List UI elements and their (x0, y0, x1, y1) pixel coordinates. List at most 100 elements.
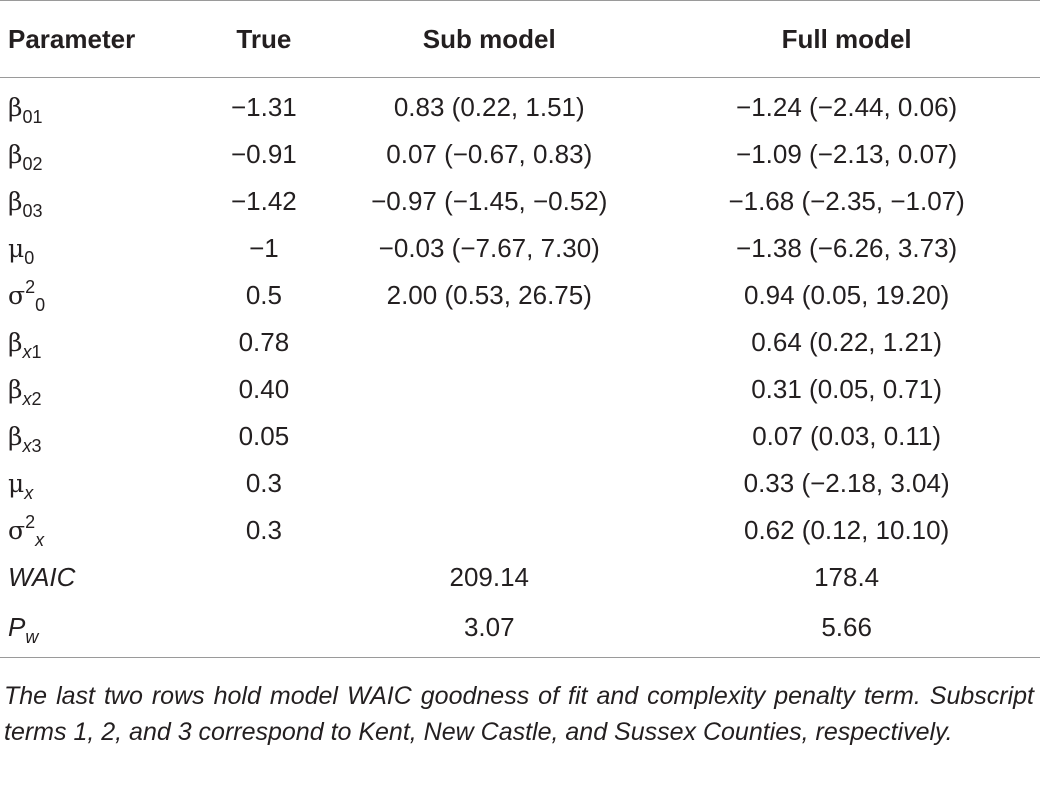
table-row: μx 0.3 0.33 (−2.18, 3.04) (0, 460, 1040, 507)
parameter-symbol: μ (8, 234, 25, 263)
parameter-superscript: 2 (25, 512, 36, 532)
subscript-index: 02 (22, 154, 43, 174)
cell-true: 0.40 (238, 374, 290, 404)
table-row: βx2 0.40 0.31 (0.05, 0.71) (0, 366, 1040, 413)
cell-full-model: 0.64 (0.22, 1.21) (751, 327, 943, 357)
parameter-subscript: 0 (35, 295, 45, 315)
cell-full-model: 0.07 (0.03, 0.11) (752, 421, 942, 451)
subscript-index: 3 (31, 436, 42, 456)
table-row: β02 −0.91 0.07 (−0.67, 0.83) −1.09 (−2.13, … (0, 131, 1040, 178)
parameter-symbol: β (8, 328, 23, 357)
subscript-index: 03 (22, 201, 43, 221)
cell-full-model: 5.66 (821, 611, 872, 642)
cell-full-model: 0.94 (0.05, 19.20) (743, 280, 950, 310)
cell-true: −1 (249, 233, 279, 263)
parameter-symbol: β (8, 140, 23, 169)
parameter-symbol: β (8, 187, 23, 216)
subscript-variable: x (24, 483, 34, 503)
cell-sub-model (325, 319, 653, 366)
cell-parameter: β03 (0, 178, 203, 225)
subscript-index: 1 (31, 342, 42, 362)
cell-sub-model (325, 413, 653, 460)
table-row: βx3 0.05 0.07 (0.03, 0.11) (0, 413, 1040, 460)
results-table: Parameter True Sub model Full model β01−… (0, 0, 1040, 658)
table-row: Pw 3.07 5.66 (0, 601, 1040, 658)
cell-parameter: βx1 (0, 319, 203, 366)
parameter-subscript: x2 (22, 389, 41, 409)
subscript-index: 0 (24, 248, 35, 268)
cell-parameter: β01 (0, 78, 203, 132)
cell-full-model: −1.68 (−2.35, −1.07) (728, 186, 965, 216)
cell-parameter: βx2 (0, 366, 203, 413)
parameter-symbol: σ (8, 516, 26, 545)
parameter-subscript: 03 (22, 201, 42, 221)
header-full-model: Full model (653, 0, 1040, 78)
cell-true: 0.3 (245, 515, 282, 545)
parameter-symbol: μ (8, 469, 25, 498)
parameter-subscript: 0 (24, 248, 34, 268)
cell-parameter: σ2x (0, 507, 203, 554)
parameter-subscript: x3 (22, 436, 41, 456)
header-parameter: Parameter (0, 0, 203, 78)
cell-full-model: −1.09 (−2.13, 0.07) (736, 139, 958, 169)
header-true: True (202, 0, 326, 78)
parameter-label: WAIC (8, 562, 76, 592)
cell-sub-model: −0.97 (−1.45, −0.52) (371, 186, 608, 216)
table-row: μ0 −1 −0.03 (−7.67, 7.30) −1.38 (−6.26, 3.7… (0, 225, 1040, 272)
cell-full-model: 178.4 (814, 562, 880, 592)
cell-full-model: 0.62 (0.12, 10.10) (743, 515, 950, 545)
parameter-subscript: x1 (22, 342, 41, 362)
subscript-index: 0 (35, 295, 46, 315)
cell-parameter: σ20 (0, 272, 203, 319)
cell-true: −1.31 (230, 92, 297, 122)
parameter-symbol: β (8, 93, 23, 122)
cell-sub-model (325, 507, 653, 554)
cell-true: 0.78 (238, 327, 290, 357)
cell-full-model: −1.38 (−6.26, 3.73) (736, 233, 958, 263)
table-row: σ2x 0.3 0.62 (0.12, 10.10) (0, 507, 1040, 554)
cell-true: −1.42 (230, 186, 297, 216)
subscript-variable: x (22, 342, 32, 362)
cell-true: 0.05 (238, 421, 290, 451)
cell-parameter: βx3 (0, 413, 203, 460)
cell-sub-model: 3.07 (463, 611, 515, 642)
cell-parameter: μ0 (0, 225, 203, 272)
table-row: WAIC 209.14 178.4 (0, 554, 1040, 601)
parameter-symbol: β (8, 375, 23, 404)
parameter-subscript: x (24, 483, 33, 503)
cell-parameter: WAIC (0, 554, 203, 601)
cell-sub-model: 0.07 (−0.67, 0.83) (386, 139, 593, 169)
parameter-subscript: x (35, 530, 44, 550)
subscript-variable: x (22, 436, 32, 456)
header-sub-model: Sub model (325, 0, 654, 78)
header-row: Parameter True Sub model Full model (0, 0, 1040, 78)
subscript-variable: x (22, 389, 32, 409)
parameter-label-subscript: w (25, 626, 39, 647)
cell-full-model: 0.31 (0.05, 0.71) (751, 374, 943, 404)
parameter-label: P (8, 611, 26, 642)
parameter-superscript: 2 (25, 277, 36, 297)
subscript-index: 2 (31, 389, 42, 409)
table-header: Parameter True Sub model Full model (0, 0, 1040, 78)
cell-full-model: −1.24 (−2.44, 0.06) (736, 92, 958, 122)
cell-true: 0.5 (245, 280, 282, 310)
cell-parameter: μx (0, 460, 203, 507)
cell-true: 0.3 (245, 468, 282, 498)
cell-sub-model: 209.14 (449, 562, 530, 592)
cell-sub-model (325, 366, 653, 413)
cell-true (203, 601, 326, 658)
cell-sub-model: 0.83 (0.22, 1.51) (393, 92, 585, 122)
table-row: β03 −1.42 −0.97 (−1.45, −0.52) −1.68 (−2.35… (0, 178, 1040, 225)
cell-parameter: Pw (0, 601, 203, 658)
subscript-variable: x (35, 530, 45, 550)
table-row: β01 −1.31 0.83 (0.22, 1.51) −1.24 (−2.44, 0… (0, 78, 1040, 132)
parameter-symbol: β (8, 422, 23, 451)
table-row: βx1 0.78 0.64 (0.22, 1.21) (0, 319, 1040, 366)
cell-parameter: β02 (0, 131, 203, 178)
parameter-symbol: σ (8, 281, 26, 310)
cell-sub-model: −0.03 (−7.67, 7.30) (378, 233, 600, 263)
cell-sub-model (325, 460, 653, 507)
table-row: σ20 0.5 2.00 (0.53, 26.75) 0.94 (0.05, 19.2… (0, 272, 1040, 319)
table-footnote: The last two rows hold model WAIC goodne… (4, 682, 1034, 746)
